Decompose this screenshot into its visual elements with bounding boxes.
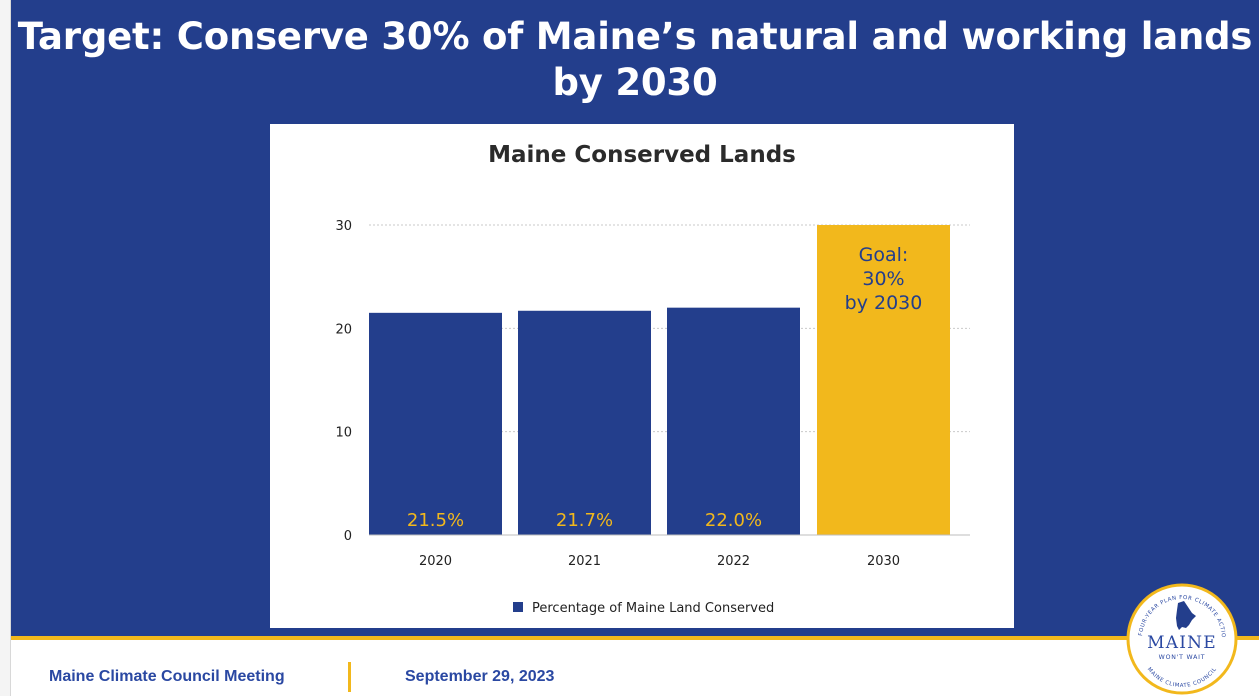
footer-date: September 29, 2023 — [405, 668, 555, 685]
goal-annotation-line-2: by 2030 — [845, 292, 923, 314]
bar-chart: Maine Conserved Lands0102030202021.5%202… — [335, 142, 970, 616]
y-tick-label-3: 30 — [335, 219, 352, 234]
goal-annotation-line-0: Goal: — [859, 244, 909, 266]
x-tick-label-2030: 2030 — [867, 554, 900, 569]
x-tick-label-2021: 2021 — [568, 554, 601, 569]
legend-swatch — [513, 602, 523, 612]
slide-title-line-1: Target: Conserve 30% of Maine’s natural … — [17, 15, 1253, 58]
footer-meeting-title: Maine Climate Council Meeting — [49, 668, 285, 685]
data-label-2020: 21.5% — [407, 510, 464, 531]
y-tick-label-2: 20 — [335, 322, 352, 337]
footer — [11, 640, 1259, 696]
data-label-2021: 21.7% — [556, 510, 613, 531]
bar-goal-2030 — [817, 225, 950, 535]
footer-accent-line — [11, 636, 1259, 640]
slide-title: Target: Conserve 30% of Maine’s natural … — [11, 14, 1259, 106]
goal-annotation-line-1: 30% — [862, 268, 904, 290]
maine-climate-logo: A FOUR-YEAR PLAN FOR CLIMATE ACTION MAIN… — [1124, 579, 1238, 695]
slide: Target: Conserve 30% of Maine’s natural … — [11, 0, 1259, 636]
footer-separator — [348, 662, 351, 692]
logo-sub-text: WON'T WAIT — [1159, 654, 1206, 661]
x-tick-label-2022: 2022 — [717, 554, 750, 569]
maine-state-icon — [1176, 601, 1196, 630]
logo-graphic: A FOUR-YEAR PLAN FOR CLIMATE ACTION MAIN… — [1124, 579, 1238, 695]
slide-title-line-2: by 2030 — [552, 61, 718, 104]
bar-2022 — [667, 307, 800, 535]
bar-2021 — [518, 310, 651, 535]
x-tick-label-2020: 2020 — [419, 554, 452, 569]
chart-card: Maine Conserved Lands 0 10 20 30 2020 21.5% 202… — [270, 124, 1014, 628]
legend-label: Percentage of Maine Land Conserved — [532, 601, 774, 616]
data-label-2022: 22.0% — [705, 510, 762, 531]
y-tick-label-0: 0 — [344, 529, 352, 544]
bar-2020 — [369, 312, 502, 535]
chart-title: Maine Conserved Lands — [488, 142, 796, 168]
logo-main-text: MAINE — [1147, 633, 1217, 653]
y-tick-label-1: 10 — [335, 426, 352, 441]
left-edge — [0, 0, 11, 696]
